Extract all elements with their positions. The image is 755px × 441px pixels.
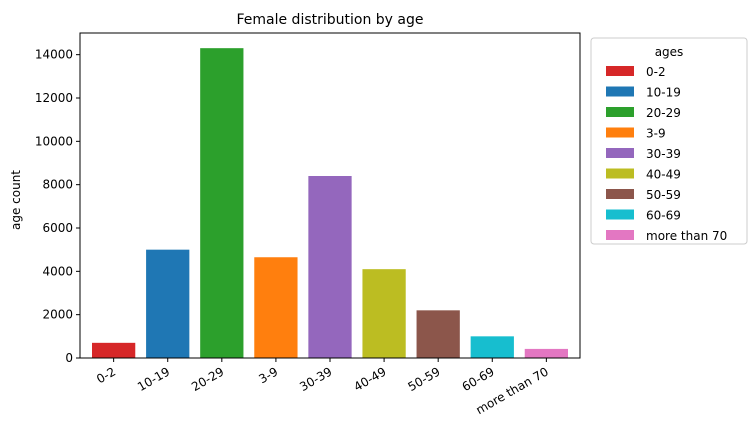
bar-more-than-70 — [524, 348, 568, 358]
legend-entry-label: 10-19 — [646, 86, 681, 100]
legend-entry-label: 50-59 — [646, 188, 681, 202]
plot-area: 0-2 10-19 20-29 3-9 30-39 40-49 50-59 60-69more… — [35, 32, 581, 417]
y-tick-label: 10000 — [35, 134, 73, 148]
x-tick-label: 50-59 — [405, 364, 442, 394]
legend-swatch — [606, 168, 634, 179]
legend-items: 0-2 10-19 20-29 3-9 30-39 40-49 50-59 60-69 more… — [606, 65, 727, 243]
x-tick-label: 60-69 — [460, 364, 497, 394]
plot-frame — [79, 32, 581, 359]
legend-swatch — [606, 66, 634, 76]
y-tick-label: 14000 — [35, 48, 73, 62]
legend-entry-label: more than 70 — [646, 229, 727, 243]
legend-title: ages — [655, 45, 684, 59]
x-tick-label: 0-2 — [94, 364, 118, 386]
bar-3-9 — [254, 257, 298, 358]
legend-entry-label: 60-69 — [646, 209, 681, 223]
y-tick-label: 8000 — [42, 178, 73, 192]
bar-30-39 — [308, 176, 352, 358]
legend-entry-label: 40-49 — [646, 168, 681, 182]
legend-entry-label: 30-39 — [646, 147, 681, 161]
y-axis-label: age count — [9, 170, 23, 230]
y-tick-label: 12000 — [35, 91, 73, 105]
bar-20-29 — [200, 48, 244, 359]
x-tick-label: 10-19 — [135, 364, 172, 394]
legend-swatch — [606, 86, 634, 97]
x-tick-label: 20-29 — [189, 364, 226, 394]
legend-entry-label: 0-2 — [646, 65, 666, 79]
bar-60-69 — [470, 336, 514, 358]
legend-entry-label: 20-29 — [646, 106, 681, 120]
y-tick-label: 2000 — [42, 308, 73, 322]
legend-entry-label: 3-9 — [646, 127, 666, 141]
x-tick-label: 3-9 — [256, 364, 280, 386]
x-tick-label: 40-49 — [351, 364, 388, 394]
chart-title: Female distribution by age — [236, 12, 423, 28]
bar-50-59 — [416, 310, 460, 358]
legend-swatch — [606, 189, 634, 199]
y-tick-label: 6000 — [42, 221, 73, 235]
y-tick-label: 0 — [65, 351, 73, 365]
legend: ages 0-2 10-19 20-29 3-9 30-39 40-49 50-59 60-6… — [590, 37, 748, 245]
legend-swatch — [606, 107, 634, 117]
legend-swatch — [606, 209, 634, 220]
legend-swatch — [606, 148, 634, 158]
legend-swatch — [606, 127, 634, 138]
bar-40-49 — [362, 269, 406, 358]
legend-swatch — [606, 230, 634, 240]
x-tick-label: 30-39 — [297, 364, 334, 394]
bar-0-2 — [92, 342, 136, 358]
bar-10-19 — [146, 249, 190, 358]
y-tick-label: 4000 — [42, 264, 73, 278]
